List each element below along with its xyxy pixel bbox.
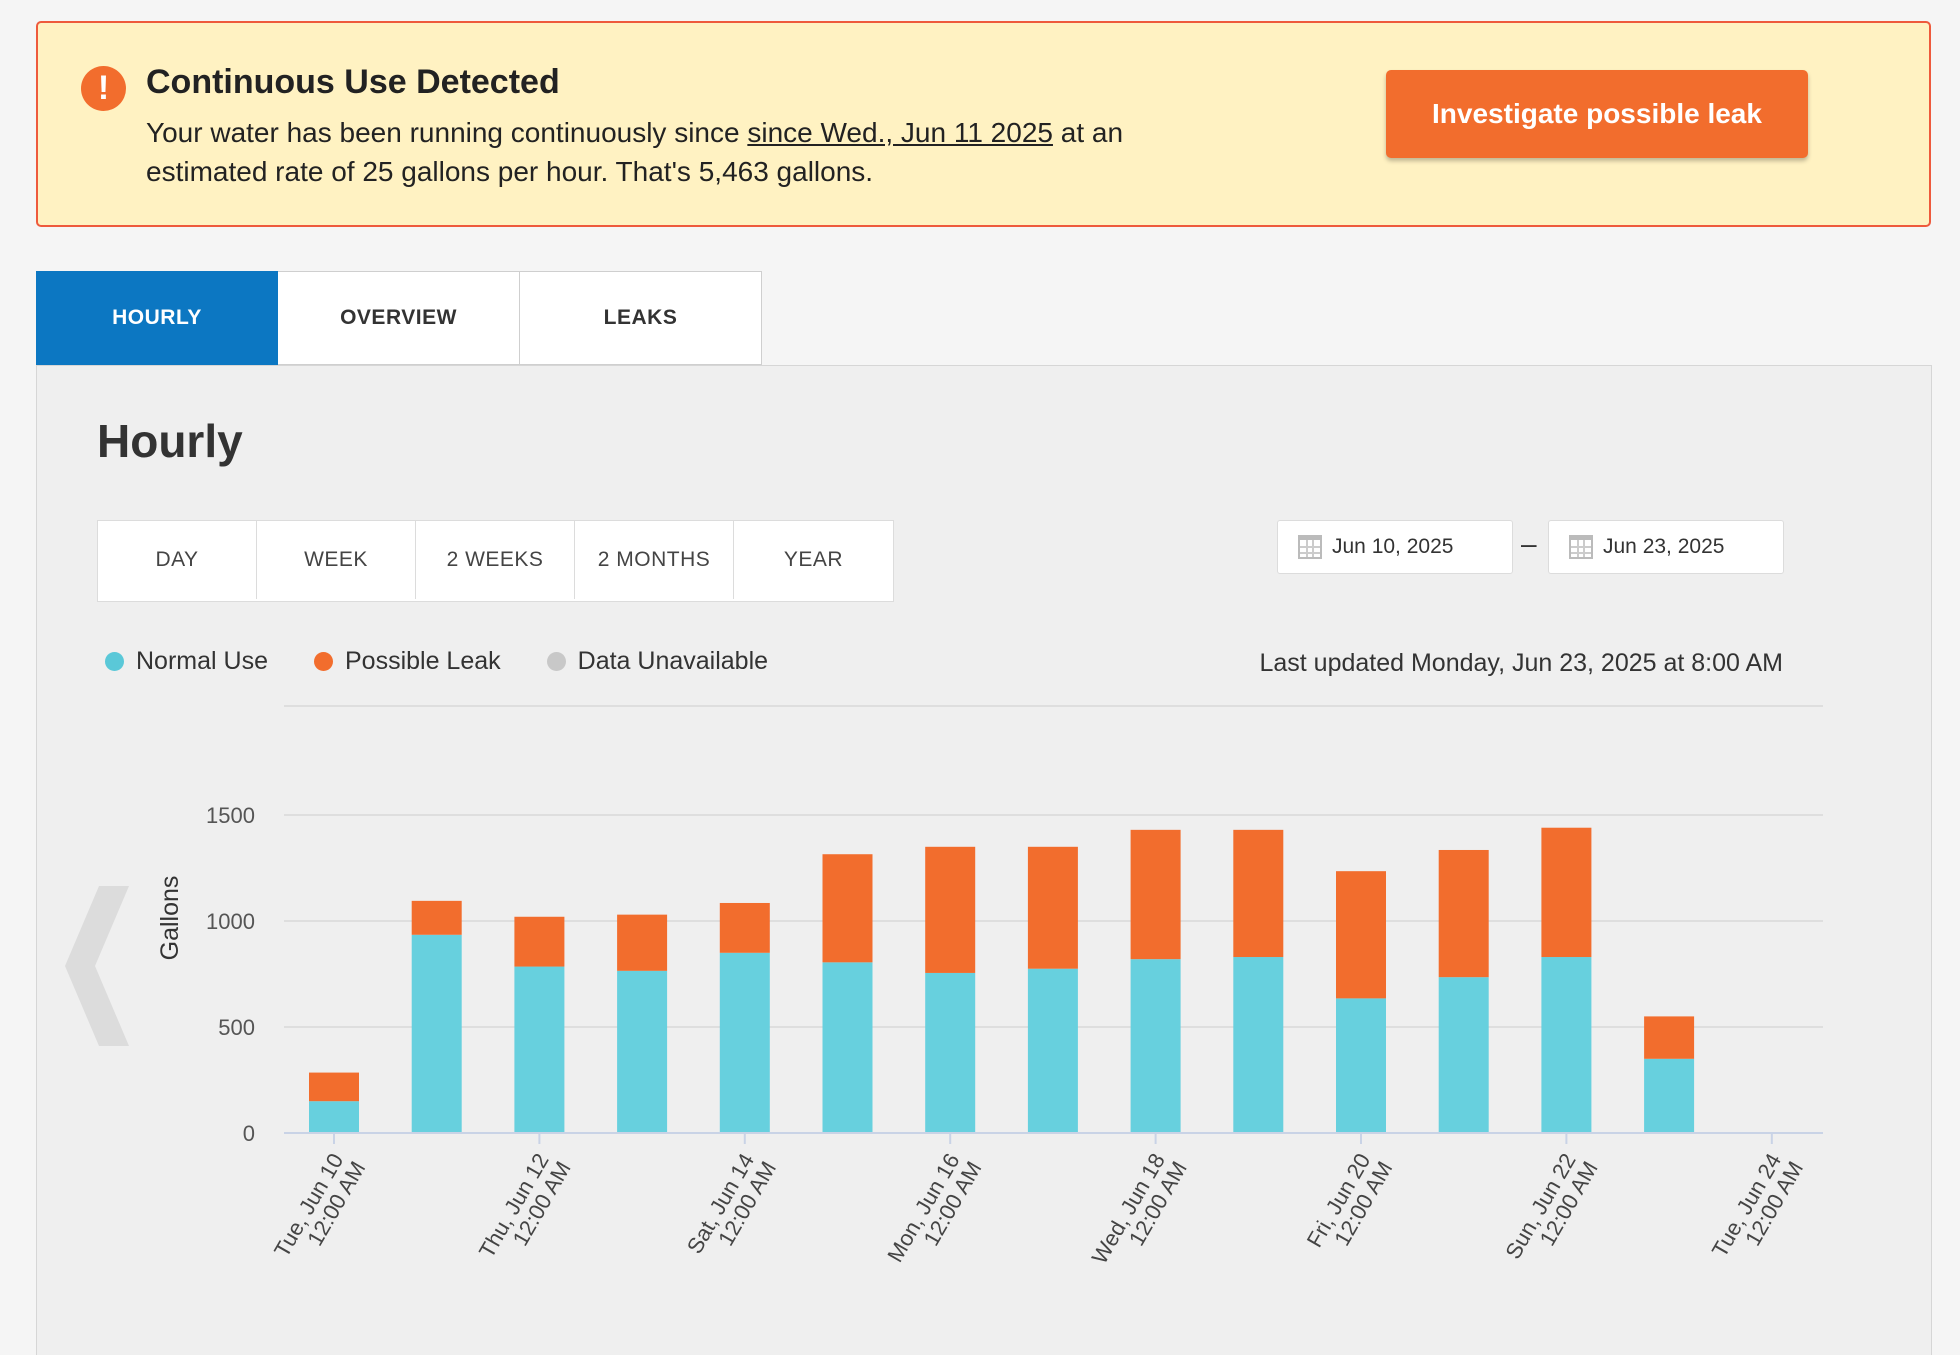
- bar-normal-use: [1644, 1058, 1695, 1133]
- alert-message-suffix: at an estimated rate of 25 gallons per h…: [146, 117, 1124, 187]
- bar-normal-use: [1027, 968, 1078, 1133]
- alert-message-prefix: Your water has been running continuously…: [146, 117, 748, 148]
- alert-message: Your water has been running continuously…: [146, 113, 1246, 191]
- range-year-button[interactable]: YEAR: [783, 548, 844, 571]
- previous-period-arrow-icon[interactable]: [65, 886, 129, 1046]
- bar-possible-leak: [309, 1072, 359, 1102]
- bar-normal-use: [411, 934, 462, 1133]
- legend-label: Normal Use: [136, 647, 268, 675]
- tab-leaks[interactable]: LEAKS: [520, 271, 762, 365]
- bar-normal-use: [1541, 957, 1592, 1133]
- y-tick-label: 500: [218, 1015, 255, 1040]
- bar-possible-leak: [1233, 829, 1284, 958]
- bar-normal-use: [925, 972, 976, 1133]
- last-updated-text: Last updated Monday, Jun 23, 2025 at 8:0…: [1259, 649, 1783, 677]
- tab-overview[interactable]: OVERVIEW: [278, 271, 520, 365]
- bar-normal-use: [1336, 998, 1386, 1133]
- legend-data-unavailable: Data Unavailable: [546, 647, 769, 676]
- bar-possible-leak: [822, 854, 873, 963]
- page-title: Hourly: [97, 415, 243, 467]
- continuous-use-alert: ! Continuous Use Detected Your water has…: [36, 21, 1931, 227]
- y-tick-label: 0: [243, 1121, 255, 1146]
- end-date-value: Jun 23, 2025: [1603, 535, 1725, 558]
- exclamation-icon: !: [81, 66, 126, 111]
- bar-possible-leak: [1027, 846, 1078, 969]
- alert-title: Continuous Use Detected: [146, 63, 560, 101]
- range-2weeks-button[interactable]: 2 WEEKS: [416, 521, 575, 599]
- bar-normal-use: [1233, 957, 1284, 1133]
- bar-normal-use: [514, 966, 565, 1133]
- y-tick-label: 1000: [206, 909, 255, 934]
- alert-date-link[interactable]: since Wed., Jun 11 2025: [747, 117, 1053, 148]
- legend-possible-leak: Possible Leak: [313, 647, 501, 676]
- range-selector: DAY WEEK 2 WEEKS 2 MONTHS YEAR: [97, 520, 894, 602]
- calendar-icon: [1298, 535, 1322, 559]
- bar-normal-use: [822, 962, 873, 1133]
- legend-dot-normal: [105, 652, 124, 671]
- y-tick-label: 1500: [206, 803, 255, 828]
- investigate-leak-button[interactable]: Investigate possible leak: [1386, 70, 1808, 158]
- calendar-icon: [1569, 535, 1593, 559]
- bar-possible-leak: [1438, 849, 1489, 978]
- range-2months-button[interactable]: 2 MONTHS: [575, 521, 734, 599]
- date-range-separator: –: [1521, 528, 1537, 559]
- view-tabs: HOURLY OVERVIEW LEAKS: [36, 271, 762, 365]
- legend-dot-leak: [313, 652, 333, 671]
- bar-normal-use: [1438, 977, 1489, 1133]
- bar-possible-leak: [1541, 827, 1592, 958]
- end-date-picker[interactable]: Jun 23, 2025: [1548, 520, 1784, 574]
- bar-possible-leak: [925, 846, 976, 973]
- start-date-picker[interactable]: Jun 10, 2025: [1277, 520, 1513, 574]
- bar-possible-leak: [719, 902, 770, 953]
- bar-normal-use: [1130, 959, 1181, 1133]
- chart-legend: Normal Use Possible Leak Data Unavailabl…: [105, 647, 814, 676]
- bar-possible-leak: [617, 914, 668, 971]
- range-day-button[interactable]: DAY: [98, 521, 257, 599]
- bar-possible-leak: [411, 900, 462, 935]
- start-date-value: Jun 10, 2025: [1332, 535, 1454, 558]
- range-week-button[interactable]: WEEK: [257, 521, 416, 599]
- bar-possible-leak: [1644, 1016, 1695, 1059]
- bar-normal-use: [309, 1101, 359, 1133]
- bar-possible-leak: [514, 916, 565, 967]
- legend-normal-use: Normal Use: [105, 647, 268, 676]
- legend-label: Data Unavailable: [577, 647, 769, 675]
- legend-label: Possible Leak: [344, 647, 501, 675]
- bar-possible-leak: [1130, 829, 1181, 960]
- legend-dot-unavailable: [546, 652, 566, 671]
- bar-possible-leak: [1336, 871, 1386, 999]
- y-axis-label: Gallons: [156, 876, 184, 961]
- hourly-panel: Hourly DAY WEEK 2 WEEKS 2 MONTHS YEAR Ju…: [36, 365, 1932, 1355]
- tab-hourly[interactable]: HOURLY: [36, 271, 278, 365]
- bar-normal-use: [719, 952, 770, 1133]
- bar-normal-use: [617, 970, 668, 1133]
